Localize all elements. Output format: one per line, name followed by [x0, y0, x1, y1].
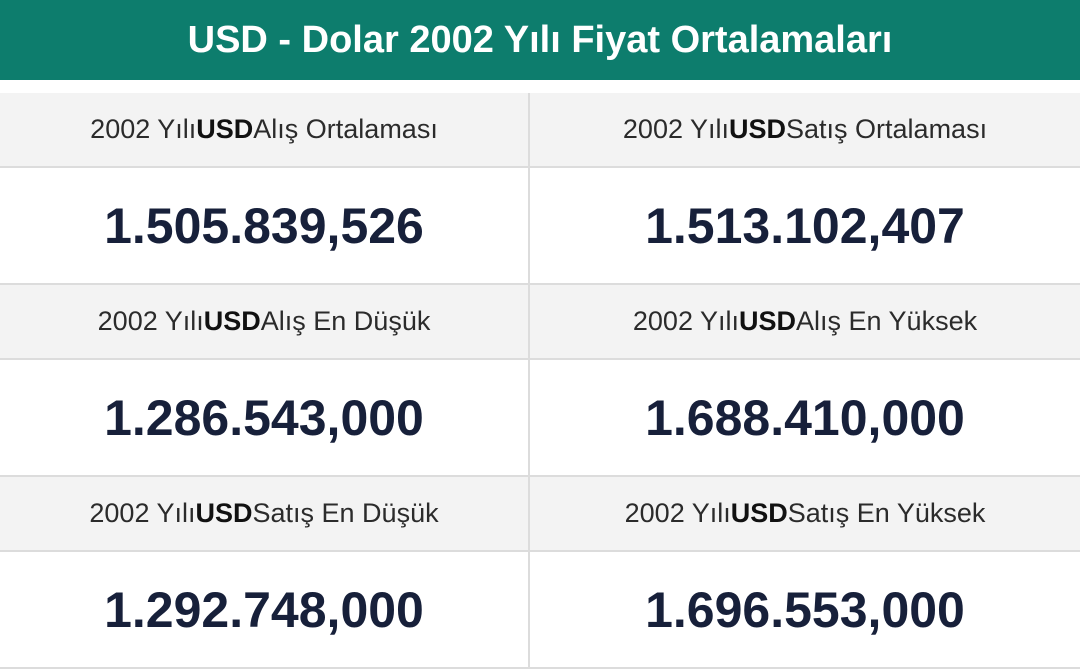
- cell-value: 1.696.553,000: [530, 552, 1080, 669]
- label-suffix: Alış Ortalaması: [253, 114, 438, 144]
- label-currency: USD: [203, 306, 261, 336]
- cell-value: 1.292.748,000: [0, 552, 530, 669]
- label-currency: USD: [196, 114, 254, 144]
- label-suffix: Alış En Düşük: [260, 306, 431, 336]
- label-currency: USD: [729, 114, 787, 144]
- label-prefix: 2002 Yılı: [622, 114, 729, 144]
- cell-label: 2002 Yılı USD Alış Ortalaması: [0, 93, 530, 168]
- label-prefix: 2002 Yılı: [89, 498, 196, 528]
- cell-label: 2002 Yılı USD Satış Ortalaması: [530, 93, 1080, 168]
- cell-label: 2002 Yılı USD Satış En Yüksek: [530, 477, 1080, 552]
- label-prefix: 2002 Yılı: [632, 306, 739, 336]
- label-currency: USD: [195, 498, 253, 528]
- cell-value: 1.505.839,526: [0, 168, 530, 285]
- label-suffix: Satış En Düşük: [252, 498, 439, 528]
- label-currency: USD: [738, 306, 796, 336]
- stats-grid: 2002 Yılı USD Alış Ortalaması 2002 Yılı U…: [0, 93, 1080, 669]
- label-suffix: Satış En Yüksek: [787, 498, 986, 528]
- label-suffix: Satış Ortalaması: [786, 114, 988, 144]
- cell-label: 2002 Yılı USD Alış En Düşük: [0, 285, 530, 360]
- cell-value: 1.513.102,407: [530, 168, 1080, 285]
- cell-value: 1.688.410,000: [530, 360, 1080, 477]
- label-currency: USD: [730, 498, 788, 528]
- header-title: USD - Dolar 2002 Yılı Fiyat Ortalamaları: [0, 0, 1080, 80]
- label-prefix: 2002 Yılı: [624, 498, 731, 528]
- label-prefix: 2002 Yılı: [97, 306, 204, 336]
- cell-value: 1.286.543,000: [0, 360, 530, 477]
- label-suffix: Alış En Yüksek: [796, 306, 978, 336]
- label-prefix: 2002 Yılı: [90, 114, 197, 144]
- cell-label: 2002 Yılı USD Satış En Düşük: [0, 477, 530, 552]
- cell-label: 2002 Yılı USD Alış En Yüksek: [530, 285, 1080, 360]
